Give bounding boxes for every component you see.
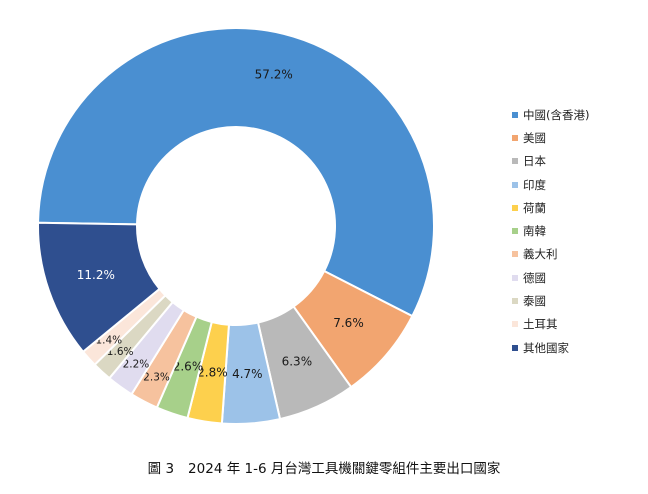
figure-label: 圖 3	[147, 461, 175, 477]
legend-item-2: 日本	[512, 150, 589, 173]
legend-item-9: 土耳其	[512, 313, 589, 336]
slice-10	[37, 221, 161, 354]
legend-label-0: 中國(含香港)	[523, 107, 590, 122]
caption-title: 2024 年 1-6 月台灣工具機關鍵零組件主要出口國家	[188, 461, 501, 477]
data-label-3: 4.7%	[232, 367, 263, 381]
legend-item-6: 義大利	[512, 243, 589, 266]
legend-item-3: 印度	[512, 173, 589, 196]
legend-swatch-0	[512, 111, 518, 118]
legend-label-4: 荷蘭	[523, 200, 546, 215]
legend-swatch-6	[512, 251, 518, 258]
data-label-4: 2.8%	[197, 366, 228, 380]
data-label-7: 2.2%	[123, 359, 150, 371]
figure-caption: 圖 3 2024 年 1-6 月台灣工具機關鍵零組件主要出口國家	[0, 457, 648, 477]
legend-item-0: 中國(含香港)	[512, 103, 589, 126]
legend-label-3: 印度	[523, 177, 546, 192]
legend-label-2: 日本	[523, 154, 546, 169]
legend-swatch-10	[512, 344, 518, 351]
legend-label-6: 義大利	[523, 247, 558, 262]
data-label-1: 7.6%	[333, 316, 364, 330]
legend-label-10: 其他國家	[523, 340, 569, 355]
legend-swatch-5	[512, 228, 518, 235]
legend-label-5: 南韓	[523, 224, 546, 239]
legend-swatch-7	[512, 274, 518, 281]
data-label-6: 2.3%	[143, 371, 170, 383]
legend-item-1: 美國	[512, 126, 589, 149]
legend-label-7: 德國	[523, 270, 546, 285]
slice-0	[37, 27, 435, 318]
legend-swatch-2	[512, 158, 518, 165]
legend-item-4: 荷蘭	[512, 196, 589, 219]
legend-swatch-9	[512, 321, 518, 328]
data-label-10: 11.2%	[77, 268, 115, 282]
legend-item-8: 泰國	[512, 289, 589, 312]
chart-legend: 中國(含香港) 美國日本印度荷蘭南韓義大利德國泰國土耳其其他國家	[512, 103, 589, 359]
legend-label-8: 泰國	[523, 294, 546, 309]
legend-swatch-4	[512, 204, 518, 211]
legend-swatch-3	[512, 181, 518, 188]
data-label-5: 2.6%	[173, 360, 204, 374]
legend-item-7: 德國	[512, 266, 589, 289]
legend-item-5: 南韓	[512, 219, 589, 242]
data-label-8: 1.6%	[107, 346, 134, 358]
legend-label-9: 土耳其	[523, 317, 558, 332]
legend-swatch-8	[512, 298, 518, 305]
legend-item-10: 其他國家	[512, 336, 589, 359]
data-label-0: 57.2%	[255, 68, 293, 82]
data-label-2: 6.3%	[282, 354, 313, 368]
legend-swatch-1	[512, 134, 518, 141]
legend-label-1: 美國	[523, 130, 546, 145]
